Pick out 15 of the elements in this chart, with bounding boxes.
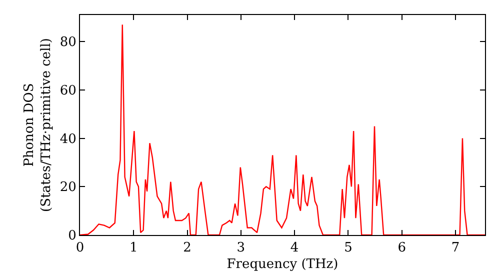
x-tick-label: 5: [344, 240, 352, 256]
y-tick-label: 80: [60, 35, 76, 50]
y-tick-label: 60: [60, 84, 76, 98]
x-tick-label: 1: [130, 240, 138, 256]
y-tick-label: 40: [60, 132, 76, 147]
x-tick-label: 2: [183, 240, 192, 256]
line-series: [80, 24, 485, 235]
y-axis-title: Phonon DOS (States/THz·primitive cell): [22, 38, 54, 212]
y-tick-label: 20: [60, 180, 76, 196]
x-axis-title: Frequency (THz): [226, 257, 338, 272]
x-tick-label: 4: [290, 240, 299, 256]
x-tick-label: 6: [398, 240, 406, 256]
x-tick-label: 7: [451, 240, 460, 256]
x-tick-label: 3: [236, 240, 246, 256]
y-tick-label: 0: [68, 228, 76, 244]
